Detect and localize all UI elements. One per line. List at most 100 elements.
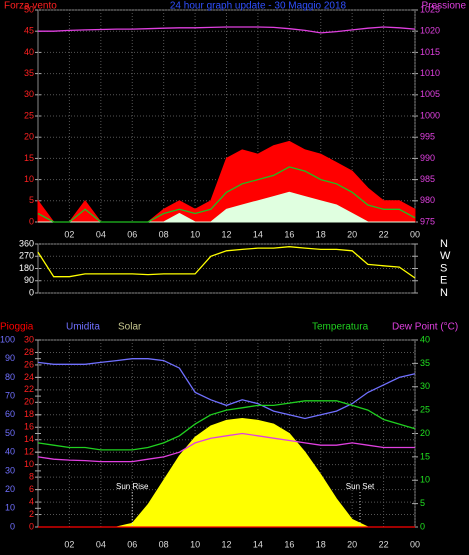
series-line — [37, 246, 416, 279]
y2-tick-label: 995 — [420, 132, 435, 142]
y3-tick-label: 0 — [420, 521, 425, 531]
y2-tick-label: S — [440, 262, 447, 274]
x-tick-label: 00 — [410, 539, 420, 549]
y2-tick-label: 80 — [5, 372, 15, 382]
y2-tick-label: 980 — [420, 195, 435, 205]
x-tick-label: 22 — [379, 229, 389, 239]
annotation-label: Sun Rise — [116, 482, 149, 491]
legend-label: Umidita — [66, 322, 100, 333]
y2-tick-label: E — [440, 275, 447, 287]
y-tick-label: 0 — [29, 287, 34, 297]
y-tick-label: 30 — [24, 89, 34, 99]
y2-tick-label: 990 — [420, 153, 435, 163]
y-tick-label: 12 — [24, 447, 34, 457]
panel: 0246810121416182022242628300102030405060… — [0, 322, 458, 550]
legend-label: Solar — [118, 322, 142, 333]
y-tick-label: 90 — [24, 275, 34, 285]
x-tick-label: 02 — [64, 539, 74, 549]
y-tick-label: 15 — [24, 153, 34, 163]
y2-tick-label: 1000 — [420, 110, 440, 120]
x-tick-label: 06 — [127, 539, 137, 549]
y2-tick-label: 1025 — [420, 4, 440, 14]
x-tick-label: 18 — [316, 539, 326, 549]
series-line — [38, 26, 416, 34]
y-tick-label: 0 — [29, 216, 34, 226]
y2-tick-label: 50 — [5, 428, 15, 438]
y2-tick-label: 60 — [5, 409, 15, 419]
y-tick-label: 180 — [19, 263, 34, 273]
y-tick-label: 20 — [24, 397, 34, 407]
y-tick-label: 26 — [24, 359, 34, 369]
y-tick-label: 20 — [24, 132, 34, 142]
x-tick-label: 10 — [190, 539, 200, 549]
x-tick-label: 12 — [221, 539, 231, 549]
x-tick-label: 04 — [96, 229, 106, 239]
y2-tick-label: 10 — [5, 503, 15, 513]
y-tick-label: 28 — [24, 347, 34, 357]
y2-tick-label: N — [440, 238, 448, 250]
y-tick-label: 50 — [24, 4, 34, 14]
x-tick-label: 14 — [253, 539, 263, 549]
annotation-label: Sun Set — [346, 482, 375, 491]
x-tick-label: 20 — [347, 229, 357, 239]
y2-tick-label: 1010 — [420, 68, 440, 78]
y-tick-label: 270 — [19, 251, 34, 261]
x-tick-label: 18 — [316, 229, 326, 239]
y-tick-label: 8 — [29, 472, 34, 482]
legend-label: Temperatura — [312, 322, 369, 333]
series-line — [37, 400, 416, 451]
y-tick-label: 0 — [29, 521, 34, 531]
y-tick-label: 14 — [24, 434, 34, 444]
x-tick-label: 16 — [284, 229, 294, 239]
y2-tick-label: 985 — [420, 174, 435, 184]
y-tick-label: 18 — [24, 409, 34, 419]
y2-tick-label: 1020 — [420, 26, 440, 36]
y-tick-label: 6 — [29, 484, 34, 494]
left-label: Forza vento — [4, 1, 57, 12]
series-area — [38, 417, 415, 528]
x-tick-label: 02 — [64, 229, 74, 239]
x-tick-label: 08 — [159, 539, 169, 549]
y-tick-label: 2 — [29, 509, 34, 519]
right-label: Pressione — [422, 1, 467, 12]
y-tick-label: 10 — [24, 174, 34, 184]
y3-tick-label: 30 — [420, 381, 430, 391]
x-tick-label: 06 — [127, 229, 137, 239]
series-line — [37, 432, 415, 463]
y-tick-label: 10 — [24, 459, 34, 469]
y3-tick-label: 15 — [420, 451, 430, 461]
y-tick-label: 45 — [24, 26, 34, 36]
x-tick-label: 22 — [379, 539, 389, 549]
legend-label: Dew Point (°C) — [392, 322, 458, 333]
series-line — [37, 166, 416, 223]
y2-tick-label: 0 — [10, 521, 15, 531]
y2-tick-label: 20 — [5, 484, 15, 494]
y2-tick-label: 1005 — [420, 89, 440, 99]
y3-tick-label: 5 — [420, 498, 425, 508]
y-tick-label: 25 — [24, 110, 34, 120]
y3-tick-label: 10 — [420, 475, 430, 485]
y-tick-label: 40 — [24, 47, 34, 57]
x-tick-label: 16 — [284, 539, 294, 549]
panel: 0510152025303540455097598098599099510001… — [4, 1, 466, 240]
y3-tick-label: 20 — [420, 428, 430, 438]
x-tick-label: 14 — [253, 229, 263, 239]
x-tick-label: 20 — [347, 539, 357, 549]
y-tick-label: 35 — [24, 68, 34, 78]
y2-tick-label: 40 — [5, 447, 15, 457]
title: 24 hour graph update - 30 Maggio 2018 — [170, 1, 347, 12]
y-tick-label: 4 — [29, 496, 34, 506]
y-tick-label: 360 — [19, 238, 34, 248]
y2-tick-label: 1015 — [420, 47, 440, 57]
y2-tick-label: 975 — [420, 216, 435, 226]
y3-tick-label: 35 — [420, 358, 430, 368]
series-line — [37, 358, 416, 420]
x-tick-label: 12 — [221, 229, 231, 239]
y-tick-label: 5 — [29, 195, 34, 205]
y3-tick-label: 25 — [420, 405, 430, 415]
x-tick-label: 00 — [410, 229, 420, 239]
y2-tick-label: 90 — [5, 353, 15, 363]
y-tick-label: 22 — [24, 384, 34, 394]
